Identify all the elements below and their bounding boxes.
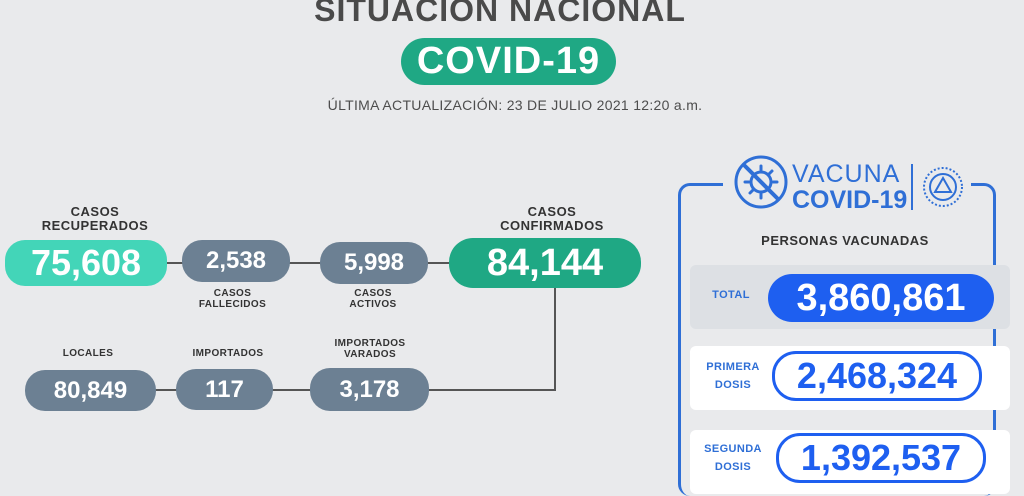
- virus-no-icon: [734, 155, 788, 209]
- primera-dosis-value: 2,468,324: [772, 351, 982, 401]
- vacuna-logo-covid: COVID-19: [792, 186, 908, 214]
- vacunados-title: PERSONAS VACUNADAS: [761, 233, 929, 248]
- locales-value: 80,849: [25, 370, 156, 411]
- total-label: TOTAL: [712, 289, 750, 301]
- vacuna-logo-word: VACUNA: [792, 160, 901, 188]
- locales-label: LOCALES: [62, 348, 114, 359]
- importados-varados-value: 3,178: [310, 368, 429, 411]
- activos-label: CASOS ACTIVOS: [349, 288, 397, 310]
- fallecidos-value: 2,538: [182, 240, 290, 282]
- confirmados-value: 84,144: [449, 238, 641, 288]
- connector-line: [554, 282, 556, 391]
- activos-value: 5,998: [320, 242, 428, 284]
- importados-value: 117: [176, 369, 273, 410]
- covid-badge: COVID-19: [401, 38, 616, 85]
- logo-divider: [911, 164, 913, 210]
- primera-dosis-label-1: PRIMERA: [706, 361, 760, 373]
- importados-varados-label: IMPORTADOS VARADOS: [334, 338, 406, 360]
- importados-label: IMPORTADOS: [192, 348, 264, 359]
- last-updated: ÚLTIMA ACTUALIZACIÓN: 23 DE JULIO 2021 1…: [327, 97, 703, 113]
- segunda-dosis-label-1: SEGUNDA: [704, 443, 762, 455]
- confirmados-label: CASOS CONFIRMADOS: [500, 204, 604, 233]
- connector-line: [160, 262, 460, 264]
- segunda-dosis-label-2: DOSIS: [714, 461, 752, 473]
- recuperados-value: 75,608: [5, 240, 167, 286]
- total-value: 3,860,861: [768, 274, 994, 322]
- recuperados-label: CASOS RECUPERADOS: [41, 204, 149, 233]
- page-title: SITUACIÓN NACIONAL: [314, 0, 686, 28]
- fallecidos-label: CASOS FALLECIDOS: [198, 288, 267, 310]
- segunda-dosis-value: 1,392,537: [776, 433, 986, 483]
- primera-dosis-label-2: DOSIS: [714, 379, 752, 391]
- el-salvador-seal-icon: [923, 167, 963, 207]
